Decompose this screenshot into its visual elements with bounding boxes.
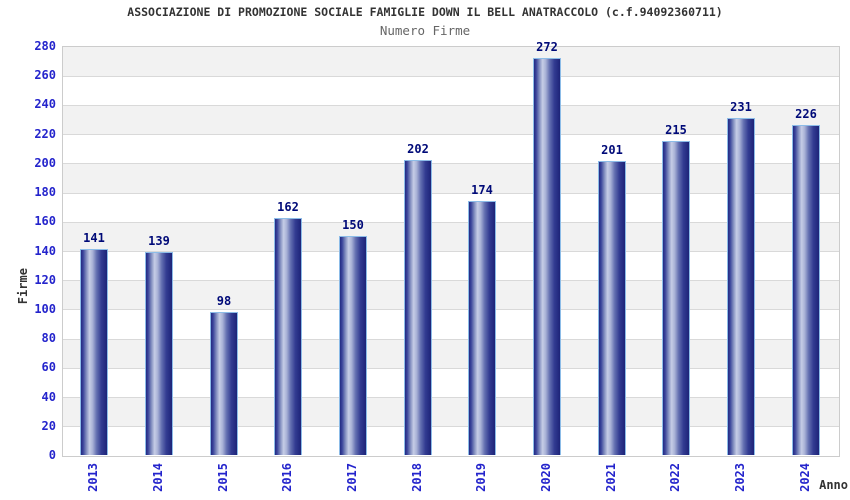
bar-value-label: 231 [730,100,752,114]
y-tick-label: 220 [34,126,56,141]
y-tick-label: 200 [34,155,56,170]
y-tick-label: 0 [48,448,56,462]
y-tick-label: 20 [41,418,56,433]
bar-2023 [727,118,755,455]
x-tick-label: 2023 [733,463,747,492]
bar-2018 [404,160,432,455]
plot-area [62,46,840,457]
y-gridline [63,163,839,165]
x-tick-label: 2018 [410,463,424,492]
y-gridline [63,426,839,428]
bar-2022 [662,141,690,455]
y-tick-label: 40 [41,389,56,404]
y-gridline [63,309,839,311]
bar-2024 [792,125,820,455]
bar-2019 [468,201,496,455]
bar-2020 [533,58,561,455]
y-gridline [63,104,839,106]
bar-value-label: 162 [277,200,299,214]
y-tick-label: 60 [41,360,56,375]
bar-value-label: 215 [665,123,687,137]
x-tick-label: 2021 [604,463,618,492]
x-tick-label: 2020 [539,463,553,492]
x-tick-label: 2019 [474,463,488,492]
bar-value-label: 226 [795,107,817,121]
chart-subtitle: Numero Firme [379,23,471,38]
bar-2013 [80,249,108,455]
bar-value-label: 141 [83,231,105,245]
bar-value-label: 98 [216,294,232,308]
bar-value-label: 174 [471,183,493,197]
y-tick-label: 120 [34,272,56,287]
y-gridline [63,251,839,252]
bar-value-label: 201 [601,143,623,157]
y-tick-label: 140 [34,243,56,258]
bar-2015 [210,312,238,455]
y-gridline [63,75,839,77]
x-tick-label: 2013 [86,463,100,492]
y-gridline [63,338,839,340]
y-gridline [63,397,839,399]
bar-value-label: 272 [536,40,558,54]
bar-2014 [145,252,173,455]
x-tick-label: 2015 [216,463,230,492]
x-tick-label: 2017 [345,463,359,492]
y-tick-label: 180 [34,185,56,200]
chart-title: ASSOCIAZIONE DI PROMOZIONE SOCIALE FAMIG… [127,5,723,19]
y-tick-label: 280 [34,39,56,53]
bar-2016 [274,218,302,455]
x-tick-label: 2014 [151,463,165,492]
bar-2021 [598,161,626,455]
y-tick-label: 80 [41,331,56,346]
y-gridline [63,134,839,136]
x-tick-label: 2024 [798,463,812,492]
bar-value-label: 139 [148,234,170,248]
x-axis-title: Anno [819,478,848,492]
bar-value-label: 150 [342,218,364,232]
y-tick-label: 260 [34,68,56,83]
y-tick-label: 160 [34,214,56,229]
y-tick-label: 240 [34,97,56,112]
y-tick-label: 100 [34,301,56,316]
y-gridline [63,221,839,223]
y-gridline [63,280,839,282]
bar-value-label: 202 [407,142,429,156]
x-tick-label: 2016 [280,463,294,492]
x-tick-label: 2022 [668,463,682,492]
bar-2017 [339,236,367,455]
y-gridline [63,192,839,194]
y-gridline [63,367,839,369]
